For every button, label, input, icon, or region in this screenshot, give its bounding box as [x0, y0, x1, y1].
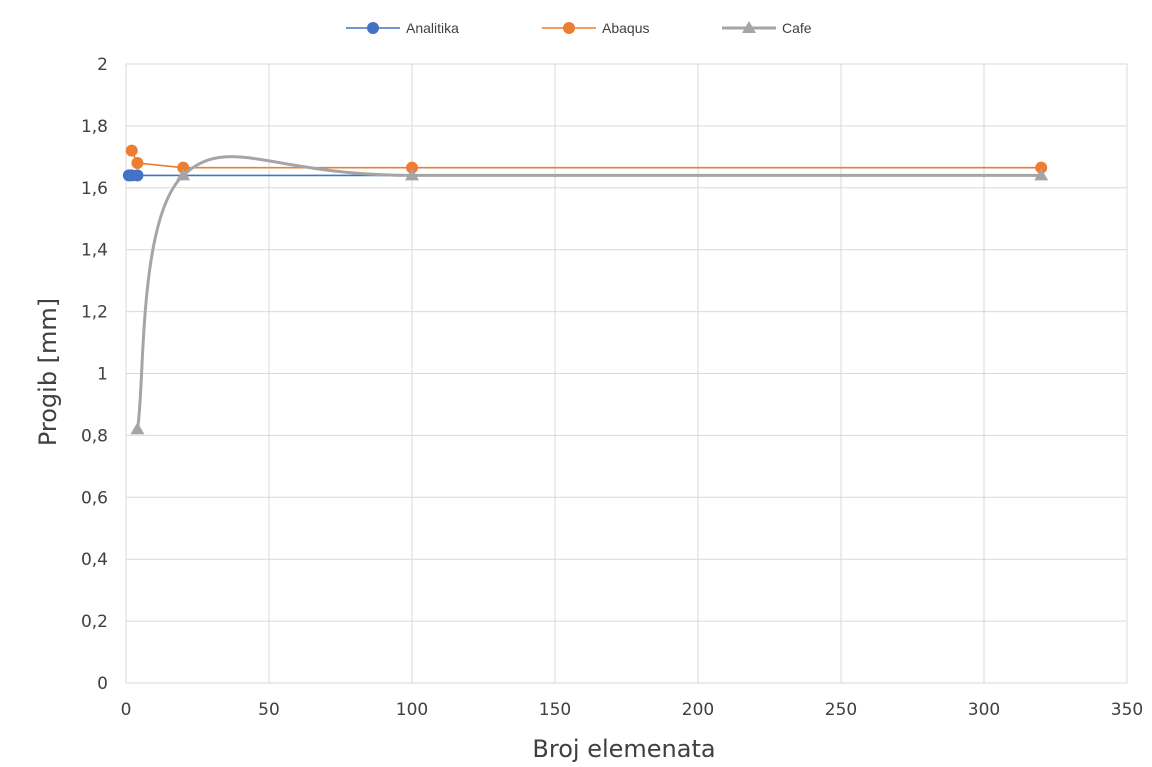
x-tick-label: 350 — [1111, 700, 1143, 720]
data-point — [131, 169, 144, 182]
data-point — [1035, 161, 1048, 174]
series-layer — [122, 144, 1049, 435]
data-point — [177, 161, 190, 174]
legend-label: Analitika — [406, 20, 459, 36]
grid — [125, 63, 1128, 684]
data-point — [131, 157, 144, 170]
x-tick-label: 100 — [396, 700, 428, 720]
y-tick-label: 0,8 — [81, 426, 108, 446]
legend-label: Abaqus — [602, 20, 649, 36]
tick-labels: 0 0,2 0,4 0,6 0,8 1 1,2 1,4 1,6 1,8 2 0 50 100 150 200 2… — [81, 55, 1143, 720]
series-cafe — [130, 155, 1049, 435]
y-tick-label: 1,8 — [81, 117, 108, 137]
y-axis-title: Progib [mm] — [34, 298, 62, 446]
x-tick-label: 150 — [539, 700, 571, 720]
x-axis-title: Broj elemenata — [532, 735, 715, 763]
x-tick-label: 50 — [258, 700, 280, 720]
y-tick-label: 2 — [97, 55, 108, 75]
legend-marker — [563, 22, 575, 34]
data-point — [130, 422, 145, 435]
x-tick-label: 0 — [121, 700, 132, 720]
y-tick-label: 0,4 — [81, 550, 108, 570]
y-tick-label: 0,6 — [81, 488, 108, 508]
data-point — [125, 144, 138, 157]
data-point — [405, 168, 419, 181]
y-tick-label: 0,2 — [81, 612, 108, 632]
y-tick-label: 1,4 — [81, 241, 108, 261]
y-tick-label: 0 — [97, 674, 108, 694]
series-line — [130, 150, 1042, 169]
data-point — [1034, 168, 1049, 181]
legend-item-cafe: Cafe — [722, 20, 812, 36]
legend-label: Cafe — [782, 20, 812, 36]
x-tick-label: 200 — [682, 700, 714, 720]
data-point — [406, 161, 418, 174]
legend-marker — [367, 22, 379, 34]
legend-item-abaqus: Abaqus — [542, 20, 649, 36]
series-line — [135, 155, 1042, 430]
y-tick-label: 1,6 — [81, 179, 108, 199]
legend-marker — [742, 21, 756, 33]
legend-item-analitika: Analitika — [346, 20, 459, 36]
legend: Analitika Abaqus Cafe — [346, 20, 812, 36]
y-tick-label: 1 — [97, 365, 108, 385]
x-tick-label: 300 — [968, 700, 1000, 720]
y-tick-label: 1,2 — [81, 303, 108, 323]
data-point — [176, 168, 191, 181]
x-tick-label: 250 — [825, 700, 857, 720]
series-abaqus — [125, 144, 1048, 174]
